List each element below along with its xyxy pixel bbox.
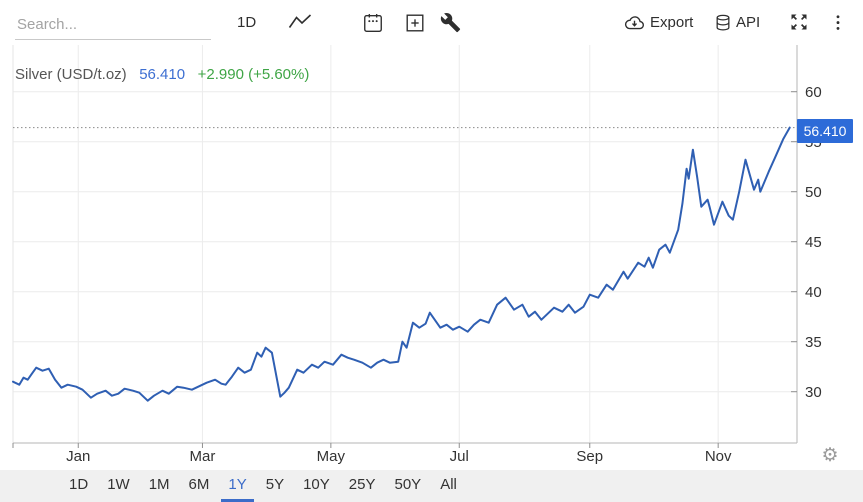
instrument-name: Silver (USD/t.oz) xyxy=(15,66,127,83)
settings-gear-icon[interactable]: ⚙ xyxy=(821,445,839,466)
y-axis-label: 45 xyxy=(805,233,822,251)
range-button-5y[interactable]: 5Y xyxy=(265,476,285,493)
y-axis-label: 30 xyxy=(805,383,822,401)
search-input[interactable] xyxy=(15,9,211,40)
range-button-10y[interactable]: 10Y xyxy=(303,476,330,493)
range-button-1y[interactable]: 1Y xyxy=(221,470,254,502)
range-button-25y[interactable]: 25Y xyxy=(348,476,376,493)
x-axis-label: Jan xyxy=(66,448,91,465)
range-button-1w[interactable]: 1W xyxy=(107,476,130,493)
y-axis-label: 40 xyxy=(805,283,822,301)
y-axis-label: 60 xyxy=(805,83,822,101)
x-axis-label: May xyxy=(316,448,346,465)
x-axis-label: Mar xyxy=(189,448,216,465)
range-button-50y[interactable]: 50Y xyxy=(394,476,422,493)
price-line-series xyxy=(12,126,791,402)
calendar-icon[interactable] xyxy=(362,12,384,34)
x-axis-label: Sep xyxy=(576,448,604,465)
fullscreen-icon[interactable] xyxy=(789,12,811,34)
export-button[interactable]: Export xyxy=(650,14,694,31)
more-menu-kebab-icon[interactable] xyxy=(828,13,850,35)
range-button-6m[interactable]: 6M xyxy=(188,476,210,493)
range-button-1m[interactable]: 1M xyxy=(148,476,170,493)
line-chart-type-icon[interactable] xyxy=(288,13,312,35)
y-axis-label: 35 xyxy=(805,333,822,351)
api-button[interactable]: API xyxy=(736,14,761,31)
x-axis-label: Jul xyxy=(449,448,469,465)
chart-header: Silver (USD/t.oz) 56.410 +2.990 (+5.60%) xyxy=(15,66,309,83)
add-panel-icon[interactable] xyxy=(404,12,426,34)
export-cloud-icon[interactable] xyxy=(623,12,645,34)
last-price-tag: 56.410 xyxy=(797,118,853,143)
x-axis-label: Nov xyxy=(704,448,732,465)
api-database-icon[interactable] xyxy=(713,12,735,34)
last-price-value: 56.410 xyxy=(139,66,186,83)
toolbar: 1D xyxy=(0,0,863,45)
range-button-1d[interactable]: 1D xyxy=(69,476,89,493)
range-button-all[interactable]: All xyxy=(440,476,457,493)
range-bar: 1D 1W 1M 6M 1Y 5Y 10Y 25Y 50Y All xyxy=(0,470,863,502)
interval-selector-button[interactable]: 1D xyxy=(237,14,257,31)
price-change-value: +2.990 (+5.60%) xyxy=(197,66,310,83)
y-axis-label: 50 xyxy=(805,183,822,201)
tools-wrench-icon[interactable] xyxy=(440,12,462,34)
